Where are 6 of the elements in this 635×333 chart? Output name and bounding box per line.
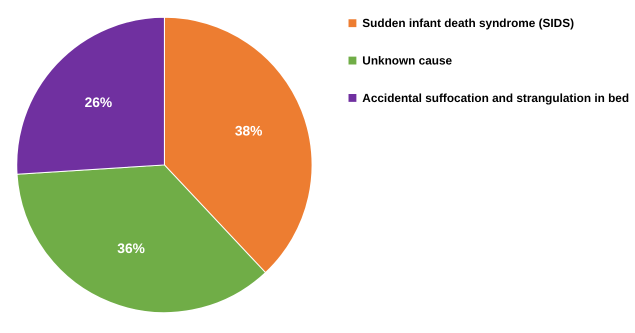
data-label: 38% — [234, 124, 262, 139]
legend-label: Accidental suffocation and strangulation in bed — [362, 90, 630, 105]
data-label: 26% — [84, 94, 112, 110]
legend-label: Sudden infant death syndrome (SIDS) — [362, 16, 574, 30]
legend-label: Unknown cause — [362, 54, 453, 68]
data-label: 36% — [117, 241, 145, 256]
